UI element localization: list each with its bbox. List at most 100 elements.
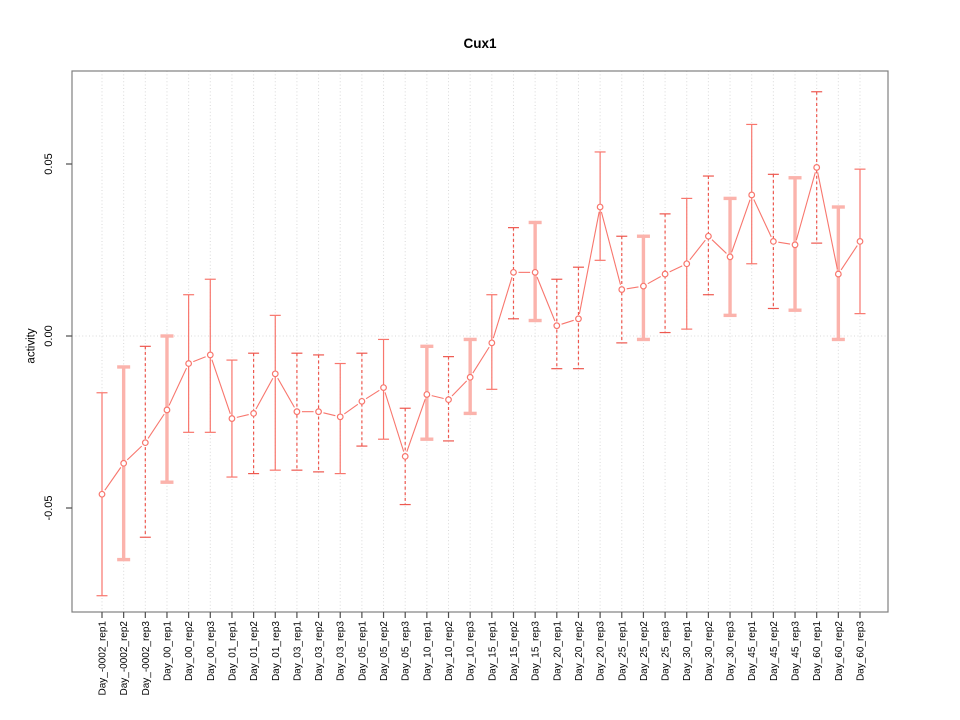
- x-tick-label: Day_15_rep1: [487, 621, 498, 681]
- data-point: [315, 408, 322, 416]
- x-tick-label: Day_10_rep2: [444, 621, 455, 681]
- y-tick-label: 0.00: [43, 325, 55, 346]
- series-segment: [211, 359, 231, 415]
- x-tick-label: Day_01_rep3: [271, 621, 282, 681]
- data-point: [834, 270, 842, 278]
- data-point: [423, 391, 431, 398]
- x-tick-label: Day_20_rep1: [552, 621, 563, 681]
- data-point: [185, 360, 193, 367]
- series-segment: [147, 413, 165, 439]
- data-point: [813, 164, 821, 171]
- x-tick-label: Day_45_rep2: [769, 621, 780, 681]
- series-segment: [492, 276, 513, 339]
- data-point: [618, 286, 626, 293]
- series-segment: [343, 403, 359, 415]
- data-point: [683, 260, 691, 268]
- series-segment: [689, 239, 706, 261]
- series-segment: [365, 389, 380, 400]
- x-tick-label: Day_30_rep2: [704, 621, 715, 681]
- series-segment: [647, 276, 661, 285]
- x-tick-label: Day_05_rep2: [379, 621, 390, 681]
- series-segment: [795, 172, 816, 241]
- series-segment: [236, 414, 249, 418]
- data-point: [250, 410, 258, 417]
- x-tick-label: Day_45_rep3: [791, 621, 802, 681]
- x-tick-label: Day_03_rep2: [314, 621, 325, 681]
- data-point: [726, 253, 734, 261]
- y-axis-label: activity: [25, 328, 38, 364]
- x-tick-label: Day_60_rep3: [856, 621, 867, 681]
- series-segment: [536, 276, 556, 322]
- x-tick-label: Day_05_rep3: [401, 621, 412, 681]
- series-segment: [731, 199, 751, 253]
- series-segment: [323, 412, 336, 417]
- data-point: [466, 373, 474, 381]
- series-segment: [711, 239, 727, 254]
- data-point: [293, 408, 301, 416]
- data-point: [705, 232, 712, 240]
- data-point: [228, 415, 236, 422]
- x-tick-label: Day_00_rep3: [206, 621, 217, 681]
- x-tick-label: Day_10_rep1: [422, 621, 433, 681]
- data-point: [336, 413, 344, 421]
- series-segment: [431, 395, 444, 400]
- data-point: [748, 191, 756, 199]
- series-segment: [104, 467, 122, 491]
- data-point: [488, 339, 496, 347]
- y-tick-label: 0.05: [43, 153, 55, 174]
- x-tick-label: Day_30_rep3: [726, 621, 737, 681]
- series-segment: [817, 172, 838, 270]
- data-point: [445, 396, 452, 404]
- series-segment: [600, 211, 622, 285]
- series-segment: [578, 211, 600, 314]
- x-tick-label: Day_-0002_rep1: [98, 621, 109, 696]
- x-tick-label: Day_20_rep3: [596, 621, 607, 681]
- series-segment: [669, 265, 683, 273]
- x-tick-label: Day_00_rep2: [184, 621, 195, 681]
- series-segment: [626, 286, 639, 290]
- data-point: [401, 453, 409, 460]
- data-point: [163, 406, 171, 414]
- x-tick-label: Day_15_rep3: [531, 621, 542, 681]
- x-tick-label: Day_25_rep1: [617, 621, 628, 681]
- x-tick-label: Day_15_rep2: [509, 621, 520, 681]
- x-tick-label: Day_60_rep1: [812, 621, 823, 681]
- chart-title: Cux1: [463, 36, 497, 51]
- x-tick-label: Day_60_rep2: [834, 621, 845, 681]
- series-segment: [255, 377, 274, 410]
- series-segment: [753, 199, 772, 238]
- series-segment: [384, 392, 405, 452]
- data-point: [791, 241, 799, 249]
- data-point: [120, 459, 128, 467]
- data-point: [640, 282, 647, 290]
- series-segment: [126, 445, 143, 461]
- data-point: [769, 237, 777, 245]
- data-point: [510, 268, 517, 276]
- series-segment: [840, 245, 858, 271]
- series-segment: [451, 380, 468, 397]
- series-segment: [561, 319, 574, 325]
- x-tick-label: Day_03_rep3: [336, 621, 347, 681]
- x-tick-label: Day_10_rep3: [466, 621, 477, 681]
- data-point: [206, 351, 214, 359]
- x-tick-label: Day_01_rep1: [227, 621, 238, 681]
- series-segment: [406, 399, 426, 452]
- x-tick-label: Day_25_rep3: [661, 621, 672, 681]
- data-point: [141, 439, 149, 447]
- x-tick-label: Day_30_rep1: [682, 621, 693, 681]
- x-tick-label: Day_-0002_rep3: [141, 621, 152, 696]
- data-point: [271, 370, 279, 378]
- series-segment: [193, 356, 206, 363]
- x-tick-label: Day_20_rep2: [574, 621, 585, 681]
- series-segment: [472, 346, 490, 374]
- data-point: [380, 384, 387, 392]
- series-segment: [277, 377, 295, 408]
- data-point: [575, 315, 582, 323]
- data-point: [596, 203, 604, 211]
- data-point: [98, 490, 106, 498]
- x-tick-label: Day_05_rep1: [357, 621, 368, 681]
- data-point: [661, 270, 669, 278]
- x-tick-label: Day_03_rep1: [292, 621, 303, 681]
- data-point: [531, 268, 539, 276]
